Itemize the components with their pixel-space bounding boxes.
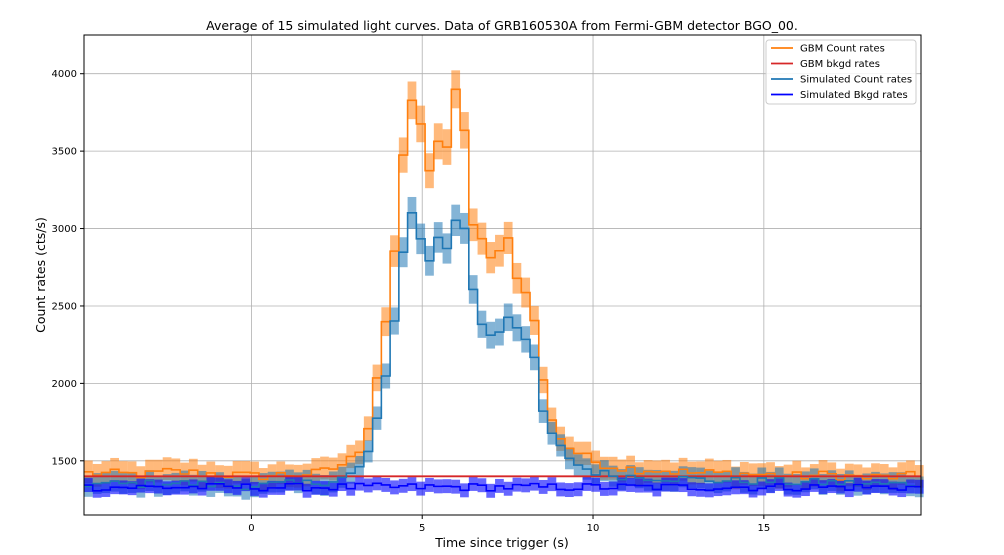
legend: GBM Count rates GBM bkgd rates Simulated C… — [765, 39, 917, 105]
y-tick-label: 2000 — [52, 379, 77, 390]
legend-box — [765, 39, 917, 105]
y-tick-label: 2500 — [52, 301, 77, 312]
x-tick-label: 10 — [587, 523, 600, 534]
series-simulated-bkgd-rates — [84, 482, 921, 492]
tick-layer: 0 5 10 15 1500 2000 2500 3000 3500 4000 — [52, 69, 771, 534]
x-tick-label: 0 — [248, 523, 254, 534]
y-tick-label: 4000 — [52, 69, 77, 80]
legend-label: Simulated Bkgd rates — [800, 90, 908, 101]
y-tick-label: 3500 — [52, 147, 77, 158]
x-tick-label: 15 — [757, 523, 770, 534]
legend-label: GBM Count rates — [800, 44, 885, 55]
legend-label: GBM bkgd rates — [800, 59, 880, 70]
y-axis-label: Count rates (cts/s) — [33, 217, 48, 333]
series-line-layer — [84, 88, 921, 492]
chart-title: Average of 15 simulated light curves. Da… — [206, 18, 798, 33]
plot-frame — [83, 34, 922, 516]
y-tick-label: 1500 — [52, 456, 77, 467]
y-tick-label: 3000 — [52, 224, 77, 235]
series-line — [84, 482, 921, 492]
legend-label: Simulated Count rates — [800, 75, 912, 86]
x-axis-label: Time since trigger (s) — [434, 535, 568, 550]
x-tick-label: 5 — [419, 523, 425, 534]
legend-items: GBM Count rates GBM bkgd rates Simulated C… — [771, 44, 912, 101]
